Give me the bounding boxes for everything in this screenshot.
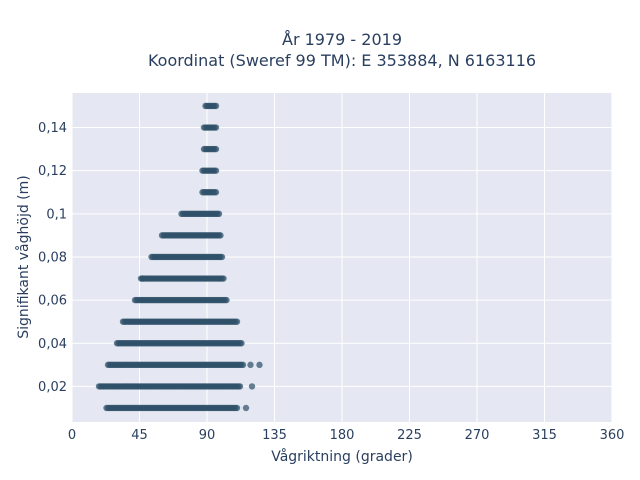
data-point	[218, 253, 226, 261]
data-point	[236, 383, 244, 390]
x-tick-label: 270	[465, 428, 490, 443]
data-point	[212, 102, 220, 110]
data-point	[212, 167, 220, 174]
y-tick-label: 0,08	[38, 250, 67, 265]
data-point	[238, 340, 245, 347]
x-tick-label: 180	[330, 428, 355, 443]
data-point	[215, 210, 223, 218]
x-tick-label: 90	[199, 428, 216, 443]
data-point	[220, 275, 227, 282]
data-point	[247, 361, 254, 369]
data-point	[217, 232, 224, 239]
data-point	[223, 296, 230, 304]
data-points	[95, 102, 263, 412]
y-tick-label: 0,12	[38, 164, 67, 179]
tick-labels: 0 45 90 135 180 225 270 315 360 0,02 0,04 0,06 0,08 0…	[38, 121, 624, 443]
x-tick-label: 315	[532, 428, 557, 443]
x-tick-label: 135	[262, 428, 287, 443]
x-tick-label: 225	[397, 428, 422, 443]
y-tick-label: 0,06	[38, 294, 67, 309]
data-point	[248, 383, 256, 390]
data-point	[239, 361, 247, 369]
y-tick-label: 0,02	[38, 380, 67, 395]
data-point	[256, 361, 263, 369]
x-axis-title: Vågriktning (grader)	[271, 448, 413, 465]
y-tick-label: 0,14	[38, 121, 67, 136]
x-tick-label: 45	[131, 428, 148, 443]
data-point	[242, 404, 250, 412]
data-point	[233, 404, 241, 412]
x-tick-label: 360	[600, 428, 625, 443]
data-point	[212, 124, 220, 131]
chart-title-line2: Koordinat (Sweref 99 TM): E 353884, N 61…	[148, 51, 536, 70]
data-point	[212, 189, 220, 196]
chart-title-line1: År 1979 - 2019	[282, 30, 402, 49]
x-tick-label: 0	[68, 428, 76, 443]
data-point	[139, 275, 146, 282]
data-point	[233, 318, 241, 325]
y-tick-label: 0,1	[46, 207, 67, 222]
y-axis-title: Signifikant våghöjd (m)	[15, 175, 32, 338]
y-tick-label: 0,04	[38, 337, 67, 352]
data-point	[212, 145, 220, 153]
